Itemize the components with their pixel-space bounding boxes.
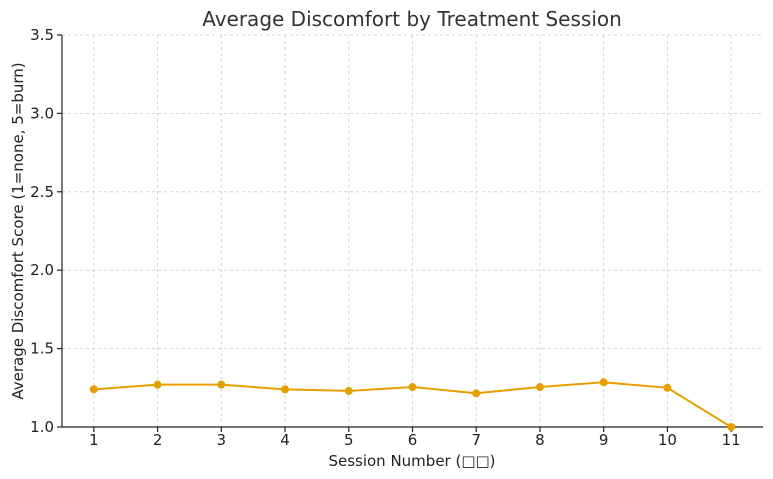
data-point — [599, 378, 608, 387]
x-tick-label: 6 — [408, 431, 418, 449]
y-tick-label: 2.0 — [30, 261, 54, 279]
data-point — [408, 383, 417, 392]
data-point — [472, 389, 481, 398]
y-tick-label: 3.5 — [30, 26, 54, 44]
x-tick-label: 10 — [658, 431, 677, 449]
y-axis-label: Average Discomfort Score (1=none, 5=burn… — [9, 62, 27, 399]
data-point — [344, 386, 353, 395]
y-tick-label: 1.0 — [30, 418, 54, 436]
chart-title: Average Discomfort by Treatment Session — [202, 7, 622, 31]
grid — [62, 34, 763, 428]
y-tick-label: 3.0 — [30, 104, 54, 122]
data-point — [217, 380, 226, 389]
x-tick-label: 5 — [344, 431, 354, 449]
x-tick-label: 2 — [153, 431, 163, 449]
y-tick-label: 2.5 — [30, 183, 54, 201]
data-point — [535, 383, 544, 392]
x-tick-label: 7 — [471, 431, 481, 449]
x-tick-label: 8 — [535, 431, 545, 449]
ticks: 1.0 1.5 2.0 2.5 3.0 3.5 1 2 3 4 5 6 7 8 9 10 11 — [30, 26, 741, 449]
data-point — [281, 385, 290, 394]
data-point — [153, 380, 162, 389]
x-tick-label: 9 — [599, 431, 609, 449]
x-tick-label: 11 — [722, 431, 741, 449]
series — [89, 378, 736, 431]
x-axis-label: Session Number (□□) — [328, 452, 495, 470]
axes — [61, 35, 763, 428]
data-point — [727, 423, 736, 431]
x-tick-label: 3 — [217, 431, 227, 449]
x-tick-label: 1 — [89, 431, 99, 449]
data-point — [89, 385, 98, 394]
data-point — [663, 383, 672, 392]
y-tick-label: 1.5 — [30, 340, 54, 358]
x-tick-label: 4 — [280, 431, 290, 449]
